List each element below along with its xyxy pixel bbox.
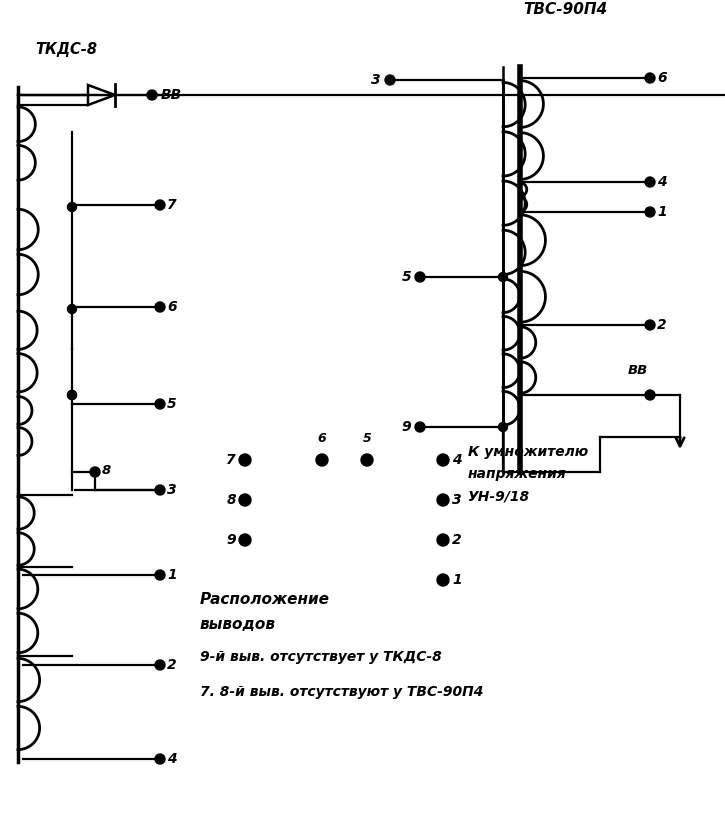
Circle shape bbox=[645, 177, 655, 187]
Text: 2: 2 bbox=[657, 318, 666, 332]
Text: ТВС-90П4: ТВС-90П4 bbox=[523, 2, 607, 17]
Text: 8: 8 bbox=[102, 463, 111, 476]
Circle shape bbox=[67, 391, 77, 400]
Circle shape bbox=[645, 320, 655, 330]
Circle shape bbox=[155, 570, 165, 580]
Text: 3: 3 bbox=[452, 493, 462, 507]
Text: 2: 2 bbox=[452, 533, 462, 547]
Circle shape bbox=[67, 305, 77, 314]
Circle shape bbox=[645, 390, 655, 400]
Circle shape bbox=[67, 391, 77, 400]
Text: ТКДС-8: ТКДС-8 bbox=[35, 42, 97, 57]
Circle shape bbox=[499, 273, 507, 282]
Circle shape bbox=[155, 660, 165, 670]
Text: 9-й выв. отсутствует у ТКДС-8: 9-й выв. отсутствует у ТКДС-8 bbox=[200, 650, 442, 664]
Text: 1: 1 bbox=[167, 568, 177, 582]
Text: ВВ: ВВ bbox=[628, 364, 648, 377]
Text: 2: 2 bbox=[167, 658, 177, 672]
Text: 8: 8 bbox=[226, 493, 236, 507]
Text: К умножителю: К умножителю bbox=[468, 445, 588, 459]
Text: 9: 9 bbox=[402, 420, 411, 434]
Circle shape bbox=[437, 534, 449, 546]
Circle shape bbox=[239, 454, 251, 466]
Text: 5: 5 bbox=[402, 270, 411, 284]
Text: 4: 4 bbox=[167, 752, 177, 766]
Text: Расположение: Расположение bbox=[200, 592, 330, 607]
Text: выводов: выводов bbox=[200, 617, 276, 632]
Text: 4: 4 bbox=[452, 453, 462, 467]
Text: 3: 3 bbox=[167, 483, 177, 497]
Circle shape bbox=[239, 534, 251, 546]
Text: 6: 6 bbox=[167, 300, 177, 314]
Text: 5: 5 bbox=[362, 432, 371, 445]
Circle shape bbox=[437, 494, 449, 506]
Text: 1: 1 bbox=[452, 573, 462, 587]
Circle shape bbox=[147, 90, 157, 100]
Circle shape bbox=[155, 302, 165, 312]
Circle shape bbox=[385, 75, 395, 85]
Text: 3: 3 bbox=[371, 73, 381, 87]
Circle shape bbox=[437, 574, 449, 586]
Circle shape bbox=[90, 467, 100, 477]
Circle shape bbox=[155, 200, 165, 210]
Text: 1: 1 bbox=[657, 205, 666, 219]
Text: 5: 5 bbox=[167, 397, 177, 411]
Circle shape bbox=[437, 454, 449, 466]
Text: УН-9/18: УН-9/18 bbox=[468, 489, 530, 503]
Text: 7: 7 bbox=[226, 453, 236, 467]
Circle shape bbox=[415, 422, 425, 432]
Text: 6: 6 bbox=[657, 71, 666, 85]
Circle shape bbox=[155, 399, 165, 409]
Circle shape bbox=[155, 754, 165, 764]
Circle shape bbox=[155, 485, 165, 495]
Text: 6: 6 bbox=[318, 432, 326, 445]
Text: напряжения: напряжения bbox=[468, 467, 567, 481]
Circle shape bbox=[645, 207, 655, 217]
Circle shape bbox=[67, 203, 77, 212]
Text: 7: 7 bbox=[167, 198, 177, 212]
Text: 7. 8-й выв. отсутствуют у ТВС-90П4: 7. 8-й выв. отсутствуют у ТВС-90П4 bbox=[200, 685, 484, 699]
Text: ВВ: ВВ bbox=[161, 88, 182, 102]
Text: 9: 9 bbox=[226, 533, 236, 547]
Circle shape bbox=[316, 454, 328, 466]
Circle shape bbox=[415, 272, 425, 282]
Text: 4: 4 bbox=[657, 175, 666, 189]
Circle shape bbox=[499, 422, 507, 431]
Circle shape bbox=[239, 494, 251, 506]
Circle shape bbox=[645, 73, 655, 83]
Circle shape bbox=[361, 454, 373, 466]
